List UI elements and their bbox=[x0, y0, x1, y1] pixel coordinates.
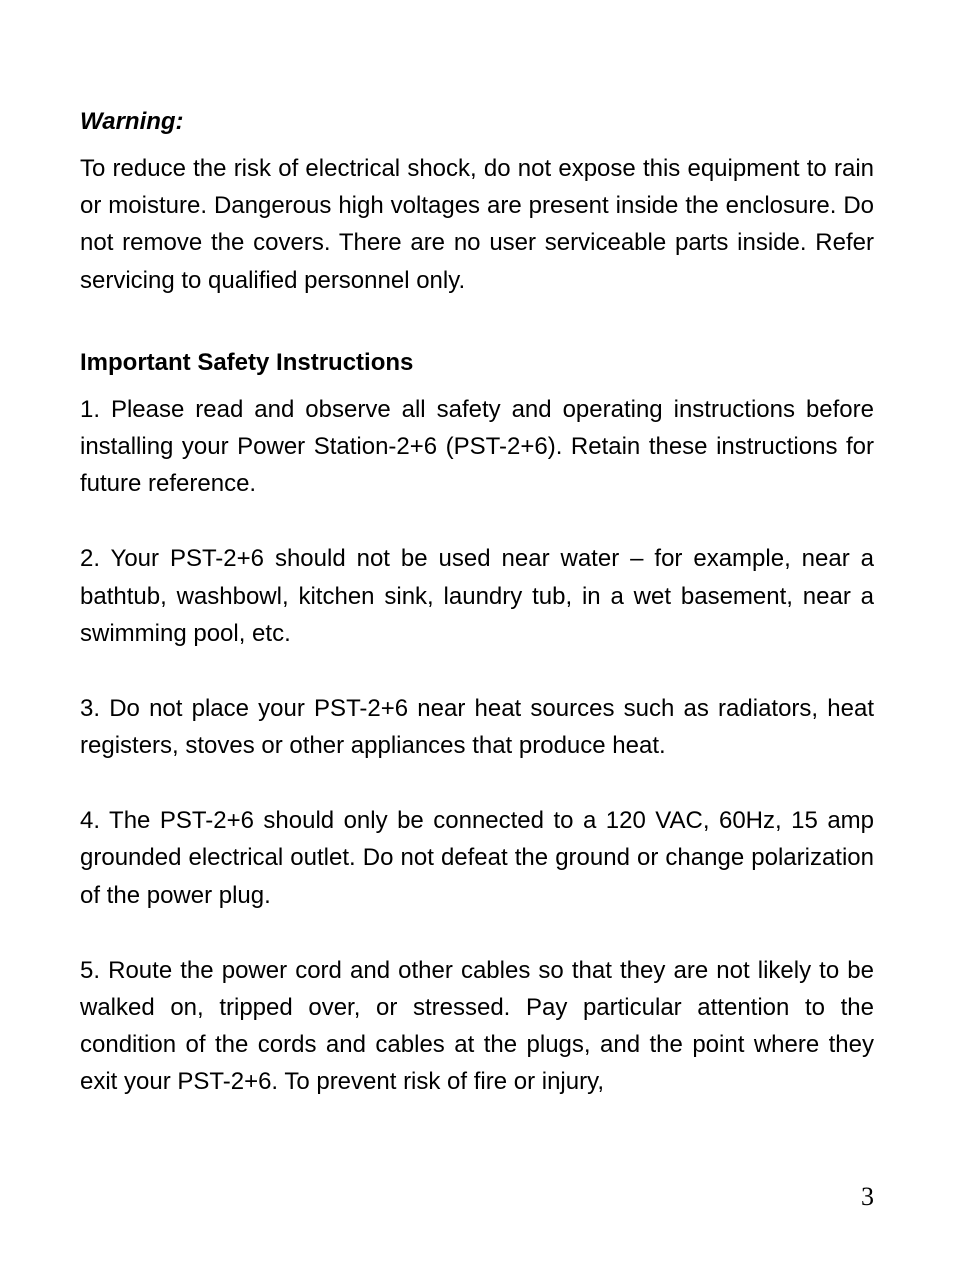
safety-item-4: 4. The PST-2+6 should only be connected … bbox=[80, 802, 874, 914]
warning-heading: Warning: bbox=[80, 108, 874, 136]
safety-item-2: 2. Your PST-2+6 should not be used near … bbox=[80, 540, 874, 652]
safety-item-1: 1. Please read and observe all safety an… bbox=[80, 391, 874, 503]
warning-body: To reduce the risk of electrical shock, … bbox=[80, 150, 874, 299]
safety-item-5: 5. Route the power cord and other cables… bbox=[80, 952, 874, 1101]
page-content: Warning: To reduce the risk of electrica… bbox=[0, 0, 954, 1101]
page-number: 3 bbox=[861, 1182, 874, 1212]
safety-item-3: 3. Do not place your PST-2+6 near heat s… bbox=[80, 690, 874, 764]
safety-heading: Important Safety Instructions bbox=[80, 349, 874, 377]
